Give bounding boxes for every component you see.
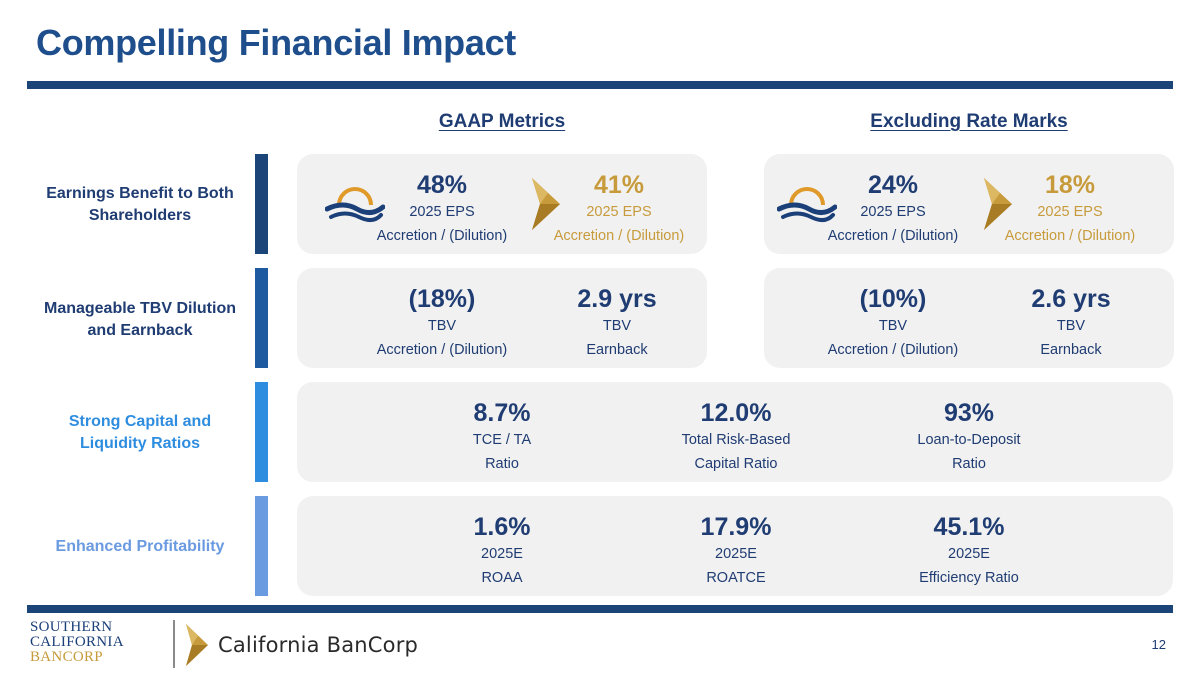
profitability-roatce-metric: 17.9% 2025E ROATCE (700, 513, 772, 586)
row-label-earnings: Earnings Benefit to Both Shareholders (46, 185, 234, 224)
capital-tce-metric: 8.7% TCE / TA Ratio (472, 399, 532, 472)
top-rule (27, 81, 1173, 89)
bottom-rule (27, 605, 1173, 613)
excluding-rate-marks-heading: Excluding Rate Marks (870, 111, 1068, 132)
gaap-metrics-heading: GAAP Metrics (438, 111, 566, 132)
earnings-gaap-cbc-metric: 41% 2025 EPS Accretion / (Dilution) (553, 171, 685, 244)
profitability-roaa-metric: 1.6% 2025E ROAA (473, 513, 531, 586)
gold-chevron-icon (532, 178, 560, 230)
sun-wave-icon (325, 187, 385, 222)
tbv-gaap-earnback-metric: 2.9 yrs TBV Earnback (577, 285, 657, 358)
earnings-excluding-panel (764, 154, 1174, 254)
gold-chevron-icon (984, 178, 1012, 230)
row-label-tbv: Manageable TBV Dilution and Earnback (43, 300, 236, 339)
capital-loan-deposit-metric: 93% Loan-to-Deposit Ratio (917, 399, 1021, 472)
tbv-gaap-panel (297, 268, 707, 368)
earnings-gaap-scb-metric: 48% 2025 EPS Accretion / (Dilution) (376, 171, 508, 244)
profitability-panel (297, 496, 1173, 596)
capital-panel (297, 382, 1173, 482)
gold-chevron-icon (186, 624, 208, 666)
tbv-excluding-panel (764, 268, 1174, 368)
profitability-efficiency-metric: 45.1% 2025E Efficiency Ratio (919, 513, 1019, 586)
capital-risk-based-metric: 12.0% Total Risk-Based Capital Ratio (681, 399, 791, 472)
tbv-excluding-dilution-metric: (10%) TBV Accretion / (Dilution) (827, 285, 959, 358)
row-bar-tbv (255, 268, 268, 368)
row-bar-profitability (255, 496, 268, 596)
page-title: Compelling Financial Impact (36, 22, 516, 63)
earnings-gaap-panel (297, 154, 707, 254)
earnings-excluding-cbc-metric: 18% 2025 EPS Accretion / (Dilution) (1004, 171, 1136, 244)
row-bar-earnings (255, 154, 268, 254)
page-number: 12 (1151, 637, 1166, 652)
sun-wave-icon (777, 187, 837, 222)
row-label-capital: Strong Capital and Liquidity Ratios (68, 413, 212, 452)
california-bancorp-logo: California BanCorp (186, 624, 418, 666)
footer-divider (173, 620, 175, 668)
southern-california-bancorp-logo: SOUTHERN CALIFORNIA BANCORP (30, 619, 124, 665)
row-label-profitability: Enhanced Profitability (55, 538, 225, 555)
row-bar-capital (255, 382, 268, 482)
tbv-excluding-earnback-metric: 2.6 yrs TBV Earnback (1031, 285, 1111, 358)
tbv-gaap-dilution-metric: (18%) TBV Accretion / (Dilution) (376, 285, 508, 358)
earnings-excluding-scb-metric: 24% 2025 EPS Accretion / (Dilution) (827, 171, 959, 244)
